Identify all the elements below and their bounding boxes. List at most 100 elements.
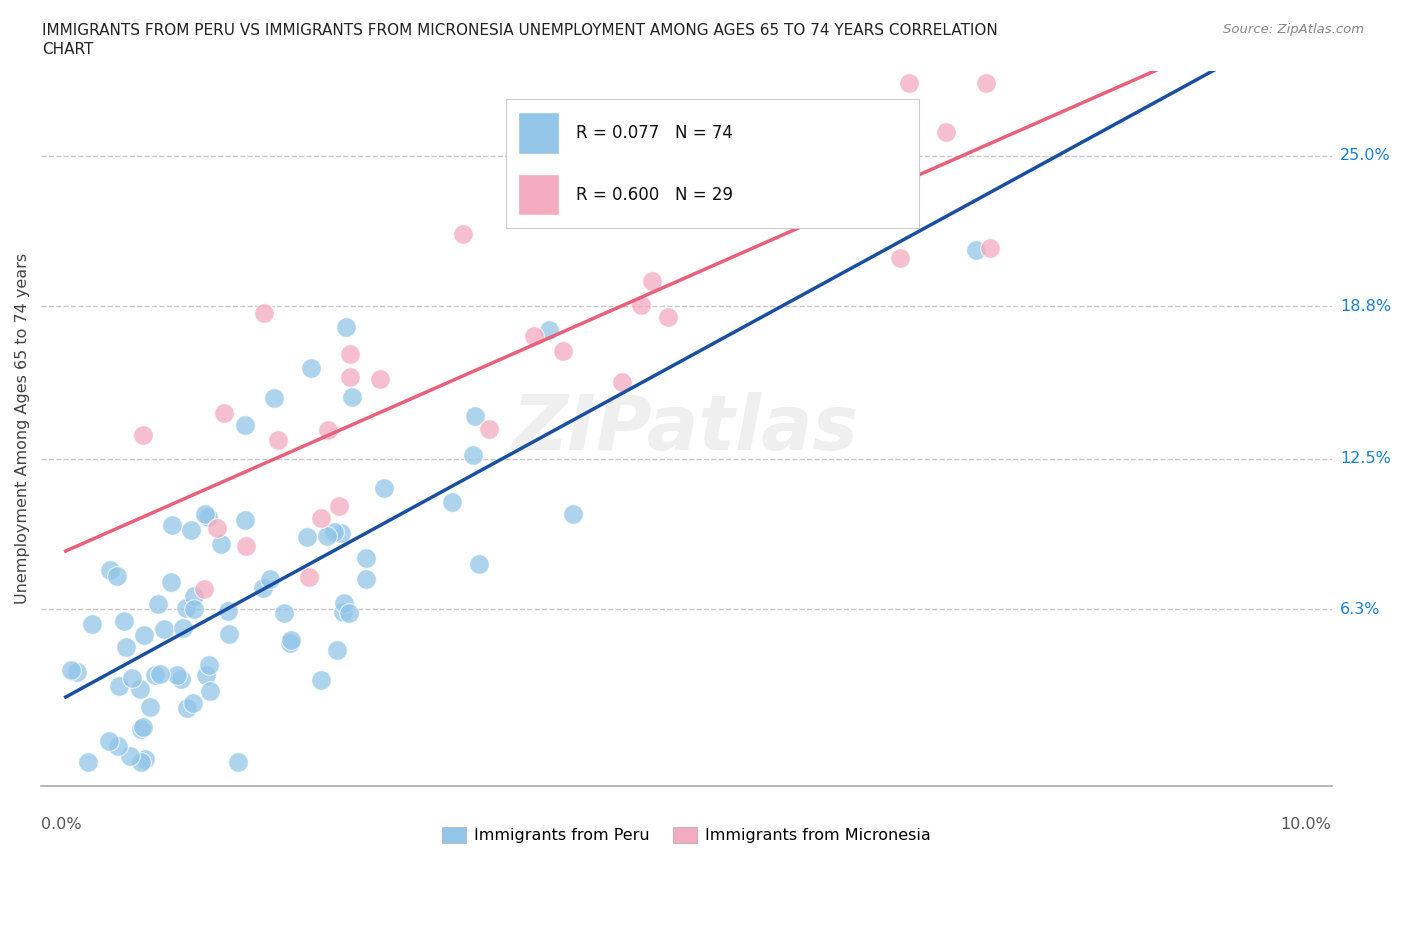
Text: 0.0%: 0.0%	[41, 817, 82, 831]
Point	[461, 448, 484, 463]
Point	[333, 596, 356, 611]
Text: 18.8%: 18.8%	[1340, 299, 1391, 313]
Point	[337, 605, 360, 620]
Text: ZIPatlas: ZIPatlas	[513, 392, 859, 466]
Point	[464, 408, 486, 423]
Text: 10.0%: 10.0%	[1281, 817, 1331, 831]
Point	[523, 329, 546, 344]
Point	[965, 243, 987, 258]
Point	[537, 323, 560, 338]
Point	[280, 632, 302, 647]
Point	[630, 298, 652, 312]
Point	[120, 749, 142, 764]
Point	[108, 679, 131, 694]
Point	[451, 226, 474, 241]
Point	[174, 601, 197, 616]
Point	[318, 422, 340, 437]
Point	[115, 640, 138, 655]
Point	[340, 390, 363, 405]
Point	[898, 75, 921, 90]
Point	[259, 572, 281, 587]
Point	[295, 529, 318, 544]
Point	[309, 672, 332, 687]
Point	[105, 568, 128, 583]
Point	[278, 635, 301, 650]
Point	[252, 580, 274, 595]
Point	[468, 556, 491, 571]
Point	[148, 597, 170, 612]
Point	[134, 751, 156, 766]
Point	[789, 188, 811, 203]
Point	[132, 719, 155, 734]
Point	[134, 628, 156, 643]
Point	[183, 695, 205, 710]
Point	[330, 525, 353, 540]
Point	[762, 211, 785, 226]
Point	[562, 506, 585, 521]
Point	[198, 658, 221, 672]
Point	[316, 528, 339, 543]
Point	[889, 250, 911, 265]
Point	[478, 421, 501, 436]
Point	[77, 754, 100, 769]
Point	[194, 667, 217, 682]
Point	[233, 512, 256, 527]
Point	[253, 305, 276, 320]
Point	[170, 671, 193, 686]
Point	[66, 665, 89, 680]
Point	[217, 604, 239, 618]
Text: 6.3%: 6.3%	[1340, 602, 1381, 617]
Point	[197, 510, 219, 525]
Point	[935, 124, 957, 139]
Point	[129, 722, 152, 737]
Text: IMMIGRANTS FROM PERU VS IMMIGRANTS FROM MICRONESIA UNEMPLOYMENT AMONG AGES 65 TO: IMMIGRANTS FROM PERU VS IMMIGRANTS FROM …	[42, 23, 998, 38]
Point	[301, 361, 323, 376]
Point	[129, 754, 152, 769]
Point	[551, 344, 574, 359]
Point	[309, 511, 332, 525]
Point	[149, 667, 172, 682]
Point	[214, 405, 236, 420]
Point	[160, 518, 183, 533]
Point	[209, 536, 232, 551]
Point	[80, 617, 103, 631]
Point	[610, 375, 633, 390]
Point	[207, 521, 229, 536]
Point	[657, 309, 679, 324]
Legend: Immigrants from Peru, Immigrants from Micronesia: Immigrants from Peru, Immigrants from Mi…	[436, 820, 938, 850]
Point	[267, 432, 290, 447]
Point	[198, 684, 221, 698]
Point	[339, 370, 361, 385]
Point	[368, 372, 391, 387]
Point	[176, 701, 198, 716]
Point	[180, 523, 202, 538]
Point	[194, 507, 217, 522]
Point	[354, 571, 377, 586]
Point	[974, 75, 997, 90]
Point	[235, 538, 257, 553]
Point	[166, 668, 188, 683]
Text: 25.0%: 25.0%	[1340, 148, 1391, 163]
Point	[145, 668, 167, 683]
Point	[233, 418, 256, 432]
Point	[112, 614, 135, 629]
Point	[339, 347, 361, 362]
Point	[193, 581, 215, 596]
Text: CHART: CHART	[42, 42, 94, 57]
Point	[132, 428, 155, 443]
Y-axis label: Unemployment Among Ages 65 to 74 years: Unemployment Among Ages 65 to 74 years	[15, 253, 30, 604]
Text: 12.5%: 12.5%	[1340, 451, 1391, 466]
Point	[354, 551, 377, 565]
Text: Source: ZipAtlas.com: Source: ZipAtlas.com	[1223, 23, 1364, 36]
Point	[263, 391, 285, 405]
Point	[226, 754, 249, 769]
Point	[440, 494, 463, 509]
Point	[298, 569, 321, 584]
Point	[98, 733, 121, 748]
Point	[153, 621, 176, 636]
Point	[273, 605, 295, 620]
Point	[328, 498, 350, 513]
Point	[979, 240, 1001, 255]
Point	[183, 601, 205, 616]
Point	[183, 589, 205, 604]
